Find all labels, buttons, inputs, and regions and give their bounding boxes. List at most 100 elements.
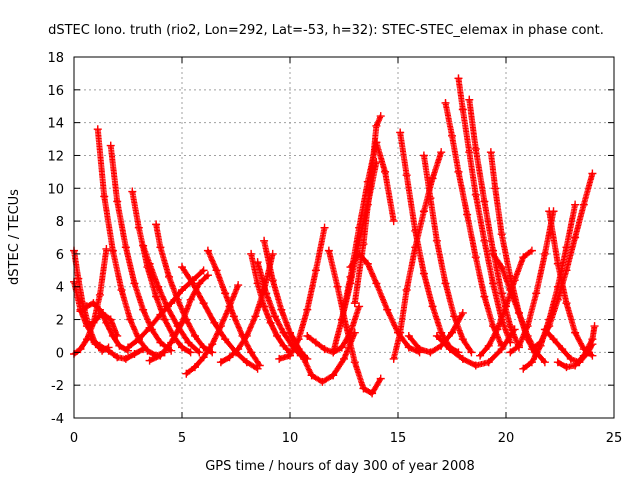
- data-point: [121, 354, 130, 363]
- data-point: [415, 345, 424, 354]
- data-point: [506, 322, 515, 331]
- data-point: [320, 223, 329, 232]
- data-series-arc-44: [553, 322, 599, 372]
- data-point: [318, 377, 327, 386]
- y-tick-label: 2: [56, 314, 64, 329]
- data-point: [130, 279, 139, 288]
- data-point: [247, 348, 256, 357]
- data-point: [286, 351, 294, 360]
- data-point: [106, 141, 115, 150]
- data-point: [167, 299, 176, 308]
- data-point: [450, 312, 459, 321]
- data-series-arc-30: [419, 151, 476, 357]
- data-point: [160, 315, 169, 324]
- data-point: [178, 343, 186, 352]
- data-point: [303, 305, 312, 314]
- data-point: [502, 302, 510, 311]
- data-point: [497, 230, 506, 239]
- data-series-arc-22: [303, 302, 364, 357]
- data-point: [484, 341, 493, 350]
- data-point: [432, 331, 441, 340]
- data-point: [333, 282, 342, 291]
- data-point: [270, 312, 279, 321]
- data-point: [221, 335, 230, 344]
- data-point: [113, 353, 122, 362]
- grid: [74, 57, 614, 418]
- data-point: [441, 279, 450, 288]
- data-point: [115, 341, 124, 350]
- data-point: [419, 207, 428, 216]
- data-point: [234, 281, 243, 290]
- data-point: [404, 343, 413, 352]
- data-point: [579, 351, 588, 360]
- data-point: [558, 345, 567, 354]
- data-series-arc-6: [106, 141, 176, 355]
- data-point: [167, 346, 176, 355]
- data-point: [225, 353, 234, 362]
- data-point: [117, 286, 126, 295]
- data-point: [184, 338, 193, 347]
- data-point: [208, 340, 217, 349]
- data-point: [186, 348, 195, 357]
- data-point: [106, 315, 115, 324]
- data-point: [458, 335, 467, 344]
- data-point: [268, 276, 277, 285]
- data-point: [346, 272, 355, 281]
- series-markers: [420, 152, 474, 355]
- data-point: [497, 345, 506, 354]
- data-point: [182, 369, 191, 378]
- data-point: [458, 308, 467, 317]
- data-point: [489, 279, 498, 288]
- y-tick-label: 6: [56, 248, 64, 263]
- data-point: [562, 363, 571, 372]
- data-point: [527, 246, 536, 255]
- data-point: [426, 348, 435, 357]
- data-point: [549, 335, 558, 344]
- data-series-arc-11: [124, 266, 208, 352]
- data-series-arc-10: [87, 335, 148, 363]
- data-point: [337, 315, 346, 324]
- data-point: [178, 318, 186, 327]
- data-point: [199, 266, 208, 275]
- data-point: [590, 322, 599, 331]
- data-point: [82, 322, 91, 331]
- data-point: [419, 269, 428, 278]
- chart-title: dSTEC Iono. truth (rio2, Lon=292, Lat=-5…: [48, 23, 604, 38]
- data-series-arc-5: [93, 125, 169, 360]
- data-point: [566, 354, 575, 363]
- data-point: [203, 271, 212, 280]
- y-tick-label: 12: [47, 149, 64, 164]
- data-point: [402, 171, 411, 180]
- series-layer: [70, 74, 599, 398]
- data-point: [229, 312, 238, 321]
- data-point: [458, 354, 467, 363]
- data-point: [139, 345, 148, 354]
- y-tick-label: 8: [56, 215, 64, 230]
- data-point: [562, 266, 571, 275]
- data-point: [506, 286, 515, 295]
- data-point: [156, 338, 165, 347]
- data-point: [489, 249, 498, 258]
- data-point: [571, 328, 580, 337]
- data-point: [389, 217, 398, 226]
- data-point: [396, 328, 405, 337]
- data-point: [372, 121, 381, 130]
- data-point: [402, 286, 411, 295]
- data-point: [296, 348, 305, 357]
- data-point: [273, 331, 282, 340]
- data-series-arc-29: [396, 128, 463, 357]
- data-point: [102, 318, 111, 327]
- data-point: [143, 346, 152, 355]
- y-tick-label: -4: [51, 412, 64, 427]
- data-point: [588, 169, 597, 178]
- data-point: [368, 389, 377, 398]
- data-point: [253, 279, 262, 288]
- data-point: [260, 236, 269, 245]
- data-point: [480, 197, 489, 206]
- data-point: [355, 223, 364, 232]
- data-point: [532, 289, 541, 298]
- data-point: [210, 318, 219, 327]
- data-point: [355, 302, 364, 311]
- data-point: [286, 328, 294, 337]
